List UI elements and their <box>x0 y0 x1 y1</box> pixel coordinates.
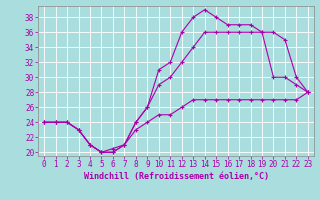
X-axis label: Windchill (Refroidissement éolien,°C): Windchill (Refroidissement éolien,°C) <box>84 172 268 181</box>
